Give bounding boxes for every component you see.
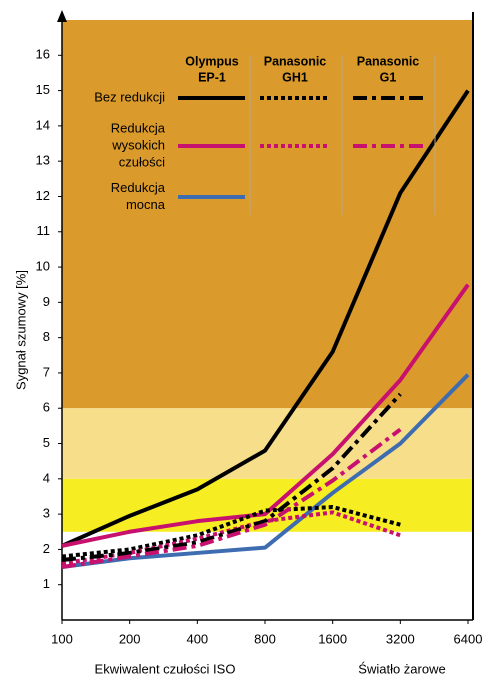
x-tick-label: 6400 xyxy=(454,631,483,646)
y-tick-label: 1 xyxy=(43,576,50,591)
y-tick-label: 4 xyxy=(43,470,50,485)
y-tick-label: 2 xyxy=(43,541,50,556)
legend-row-label: Redukcja xyxy=(111,180,166,195)
legend-column-header: Panasonic xyxy=(264,54,327,68)
x-axis-title-right: Światło żarowe xyxy=(358,661,445,676)
series-line xyxy=(61,505,401,559)
x-tick-label: 200 xyxy=(119,631,141,646)
legend-column-header: G1 xyxy=(380,70,397,84)
x-tick-label: 400 xyxy=(186,631,208,646)
legend-row-label: Redukcja xyxy=(111,120,166,135)
y-tick-label: 7 xyxy=(43,364,50,379)
x-tick-label: 100 xyxy=(51,631,73,646)
y-tick-label: 15 xyxy=(36,82,50,97)
legend-row-label: czułości xyxy=(119,154,165,169)
y-axis-title: Sygnał szumowy [%] xyxy=(13,270,28,390)
y-tick-label: 11 xyxy=(37,223,51,238)
series-line xyxy=(61,392,402,562)
x-axis-title: Ekwiwalent czułości ISO xyxy=(95,661,236,676)
y-axis-arrow xyxy=(57,10,67,22)
x-tick-label: 3200 xyxy=(386,631,415,646)
legend-row-label: mocna xyxy=(126,197,166,212)
y-tick-label: 12 xyxy=(36,188,50,203)
band xyxy=(62,478,473,532)
legend-row-label: Bez redukcji xyxy=(94,89,165,104)
y-tick-label: 16 xyxy=(36,47,50,62)
legend-column-header: EP-1 xyxy=(198,70,226,84)
y-tick-label: 14 xyxy=(36,117,50,132)
y-tick-label: 13 xyxy=(36,153,50,168)
series-line xyxy=(61,283,470,548)
y-tick-label: 5 xyxy=(43,435,50,450)
y-tick-label: 3 xyxy=(43,506,50,521)
y-tick-label: 9 xyxy=(43,294,50,309)
y-tick-label: 8 xyxy=(43,329,50,344)
legend-column-header: GH1 xyxy=(282,70,308,84)
legend-row-label: wysokich xyxy=(111,137,165,152)
y-tick-label: 6 xyxy=(43,400,50,415)
x-tick-label: 800 xyxy=(254,631,276,646)
legend-column-header: Olympus xyxy=(185,54,239,68)
x-tick-label: 1600 xyxy=(318,631,347,646)
y-tick-label: 10 xyxy=(36,258,50,273)
series-line xyxy=(61,427,402,570)
band xyxy=(62,20,473,409)
series-line xyxy=(61,89,470,548)
legend-column-header: Panasonic xyxy=(357,54,420,68)
